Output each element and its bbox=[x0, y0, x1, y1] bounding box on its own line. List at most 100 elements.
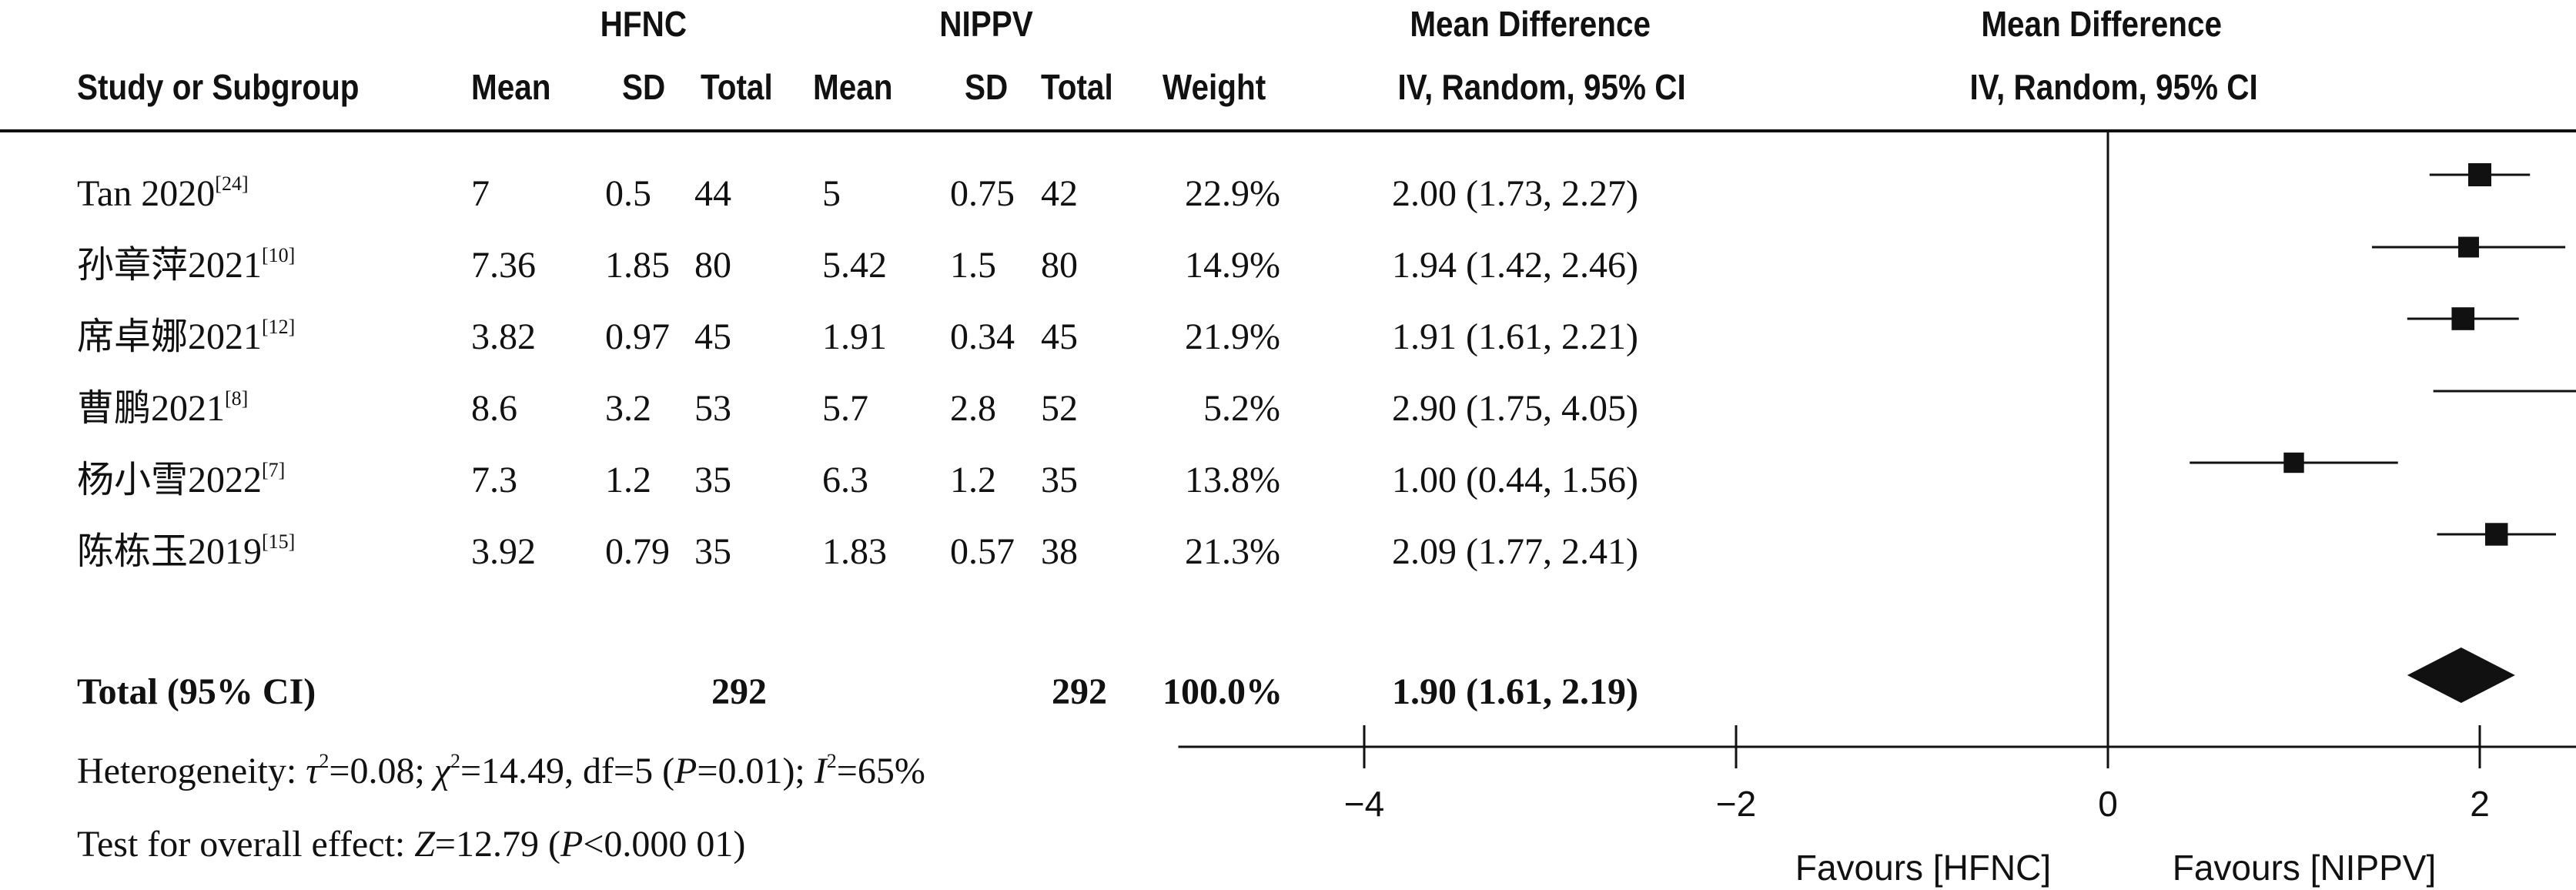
study-ci-text: 2.90 (1.75, 4.05) bbox=[1392, 388, 1638, 429]
header-rule bbox=[0, 129, 2576, 132]
het-p-symbol: P bbox=[674, 751, 698, 791]
study-weight: 5.2% bbox=[1203, 388, 1280, 429]
study-weight: 21.9% bbox=[1185, 316, 1280, 357]
study-point-square bbox=[2283, 452, 2304, 473]
het-prefix: Heterogeneity: bbox=[77, 751, 306, 791]
study-ci-text: 2.00 (1.73, 2.27) bbox=[1392, 173, 1638, 214]
study-sd2: 1.5 bbox=[950, 245, 996, 286]
sd1-column-header: SD bbox=[622, 67, 666, 107]
study-reference: [7] bbox=[262, 459, 286, 481]
overall-prefix: Test for overall effect: bbox=[77, 824, 415, 865]
overall-p-value: <0.000 01) bbox=[583, 824, 746, 865]
study-sd2: 1.2 bbox=[950, 460, 996, 500]
study-point-square bbox=[2485, 523, 2508, 546]
study-name-text: 孙章萍2021 bbox=[77, 245, 263, 286]
study-total2: 80 bbox=[1041, 245, 1078, 286]
study-reference: [15] bbox=[262, 530, 296, 553]
z-value: =12.79 ( bbox=[434, 824, 560, 865]
study-mean1: 3.82 bbox=[471, 316, 536, 357]
study-column-header: Study or Subgroup bbox=[77, 67, 360, 107]
study-name-text: 杨小雪2022 bbox=[77, 460, 263, 500]
favours-right-label: Favours [NIPPV] bbox=[2173, 848, 2437, 888]
study-total2: 52 bbox=[1041, 388, 1078, 429]
study-sd1: 0.97 bbox=[605, 316, 670, 357]
i-value: =65% bbox=[836, 751, 925, 791]
z-symbol: Z bbox=[414, 824, 435, 865]
i-symbol: I bbox=[814, 751, 827, 791]
study-mean1: 3.92 bbox=[471, 531, 536, 572]
study-name-text: 曹鹏2021 bbox=[77, 388, 226, 429]
study-reference: [10] bbox=[262, 244, 296, 266]
study-name: 陈栋玉2019[15] bbox=[77, 532, 295, 570]
study-ci-text: 1.94 (1.42, 2.46) bbox=[1392, 245, 1638, 286]
study-mean2: 5.7 bbox=[822, 388, 868, 429]
pooled-diamond bbox=[2407, 647, 2515, 703]
mean2-column-header: Mean bbox=[813, 67, 893, 107]
study-sd1: 0.5 bbox=[605, 173, 651, 214]
i-squared: 2 bbox=[826, 750, 837, 772]
study-mean2: 6.3 bbox=[822, 460, 868, 500]
study-total2: 45 bbox=[1041, 316, 1078, 357]
study-sd2: 0.57 bbox=[950, 531, 1015, 572]
study-total1: 35 bbox=[694, 460, 731, 500]
study-mean2: 5.42 bbox=[822, 245, 887, 286]
mean1-column-header: Mean bbox=[471, 67, 551, 107]
study-weight: 14.9% bbox=[1185, 245, 1280, 286]
study-name: Tan 2020[24] bbox=[77, 173, 249, 214]
favours-left-label: Favours [HFNC] bbox=[1795, 848, 2051, 888]
group1-header: HFNC bbox=[600, 4, 687, 44]
het-p-value: =0.01); bbox=[697, 751, 815, 791]
chi-value: =14.49, df=5 ( bbox=[460, 751, 675, 791]
plot-header-sub: IV, Random, 95% CI bbox=[1969, 67, 2258, 107]
study-mean2: 5 bbox=[822, 173, 841, 214]
study-sd1: 0.79 bbox=[605, 531, 670, 572]
study-total2: 42 bbox=[1041, 173, 1078, 214]
x-tick-label: −2 bbox=[1716, 784, 1756, 824]
tau-squared: 2 bbox=[319, 750, 330, 772]
tau-symbol: τ bbox=[306, 751, 319, 791]
tau-value: =0.08; bbox=[329, 751, 434, 791]
study-total1: 35 bbox=[694, 531, 731, 572]
total-label: Total (95% CI) bbox=[77, 671, 316, 712]
study-ci-text: 2.09 (1.77, 2.41) bbox=[1392, 531, 1638, 572]
study-weight: 13.8% bbox=[1185, 460, 1280, 500]
md-header-title: Mean Difference bbox=[1410, 4, 1651, 44]
heterogeneity-text: Heterogeneity: τ2=0.08; χ2=14.49, df=5 (… bbox=[77, 750, 925, 791]
study-name: 杨小雪2022[7] bbox=[77, 459, 286, 500]
study-sd2: 0.75 bbox=[950, 173, 1015, 214]
study-ci-text: 1.00 (0.44, 1.56) bbox=[1392, 460, 1638, 500]
x-tick-label: 0 bbox=[2098, 784, 2118, 824]
study-total2: 35 bbox=[1041, 460, 1078, 500]
study-mean1: 7.36 bbox=[471, 245, 536, 286]
total-weight: 100.0% bbox=[1163, 671, 1283, 712]
study-mean2: 1.83 bbox=[822, 531, 887, 572]
study-reference: [12] bbox=[262, 316, 296, 338]
study-mean2: 1.91 bbox=[822, 316, 887, 357]
plot-header-title: Mean Difference bbox=[1981, 4, 2223, 44]
overall-p-symbol: P bbox=[560, 824, 584, 865]
study-name: 席卓娜2021[12] bbox=[77, 316, 296, 357]
study-point-square bbox=[2458, 236, 2479, 258]
chi-symbol: χ bbox=[433, 751, 450, 791]
study-ci-text: 1.91 (1.61, 2.21) bbox=[1392, 316, 1638, 357]
x-tick-label: 2 bbox=[2470, 784, 2490, 824]
chi-squared: 2 bbox=[450, 750, 460, 772]
study-total1: 53 bbox=[694, 388, 731, 429]
study-mean1: 7.3 bbox=[471, 460, 517, 500]
study-total2: 38 bbox=[1041, 531, 1078, 572]
study-total1: 45 bbox=[694, 316, 731, 357]
study-reference: [24] bbox=[215, 172, 249, 195]
study-name: 孙章萍2021[10] bbox=[77, 244, 296, 286]
study-name-text: Tan 2020 bbox=[77, 173, 216, 214]
study-mean1: 7 bbox=[471, 173, 490, 214]
total2-value: 292 bbox=[1052, 671, 1107, 712]
weight-column-header: Weight bbox=[1163, 67, 1266, 107]
total1-column-header: Total bbox=[701, 67, 773, 107]
study-weight: 21.3% bbox=[1185, 531, 1280, 572]
study-sd2: 2.8 bbox=[950, 388, 996, 429]
study-sd2: 0.34 bbox=[950, 316, 1015, 357]
study-sd1: 1.85 bbox=[605, 245, 670, 286]
study-name-text: 席卓娜2021 bbox=[77, 316, 263, 357]
total1-value: 292 bbox=[711, 671, 767, 712]
